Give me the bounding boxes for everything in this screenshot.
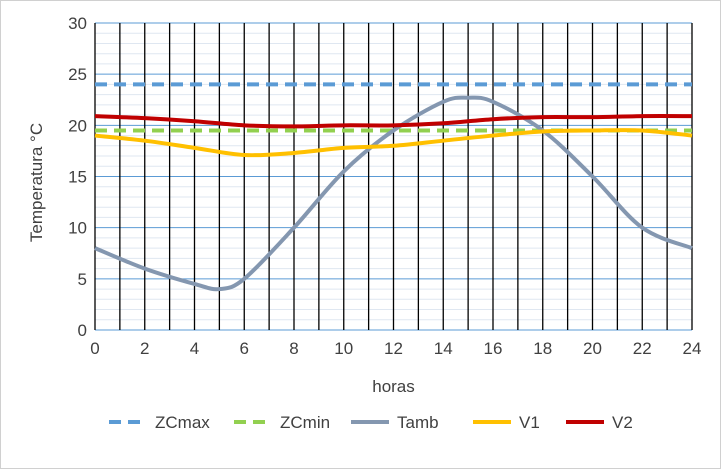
y-axis-title: Temperatura °C — [27, 123, 46, 242]
x-tick-label: 0 — [90, 339, 99, 358]
x-tick-label: 10 — [334, 339, 353, 358]
x-tick-label: 16 — [484, 339, 503, 358]
x-tick-label: 6 — [240, 339, 249, 358]
y-tick-label: 30 — [68, 14, 87, 33]
series-line-tamb — [94, 95, 693, 292]
legend-label-v2: V2 — [612, 413, 633, 432]
x-tick-label: 2 — [140, 339, 149, 358]
x-tick-label: 4 — [190, 339, 199, 358]
legend-label-tamb: Tamb — [397, 413, 439, 432]
legend-label-zcmax: ZCmax — [155, 413, 210, 432]
y-tick-label: 5 — [78, 270, 87, 289]
legend-label-zcmin: ZCmin — [280, 413, 330, 432]
series-line-v1 — [94, 128, 693, 158]
x-tick-label: 12 — [384, 339, 403, 358]
series-line-v2 — [94, 114, 693, 129]
x-tick-label: 22 — [633, 339, 652, 358]
x-tick-label: 8 — [289, 339, 298, 358]
y-tick-label: 20 — [68, 116, 87, 135]
y-tick-label: 15 — [68, 168, 87, 187]
legend-label-v1: V1 — [519, 413, 540, 432]
x-tick-label: 24 — [683, 339, 702, 358]
y-tick-label: 25 — [68, 65, 87, 84]
x-tick-label: 18 — [533, 339, 552, 358]
y-tick-label: 0 — [78, 321, 87, 340]
x-tick-label: 14 — [434, 339, 453, 358]
x-tick-label: 20 — [583, 339, 602, 358]
y-tick-label: 10 — [68, 219, 87, 238]
x-axis-title: horas — [372, 377, 415, 396]
